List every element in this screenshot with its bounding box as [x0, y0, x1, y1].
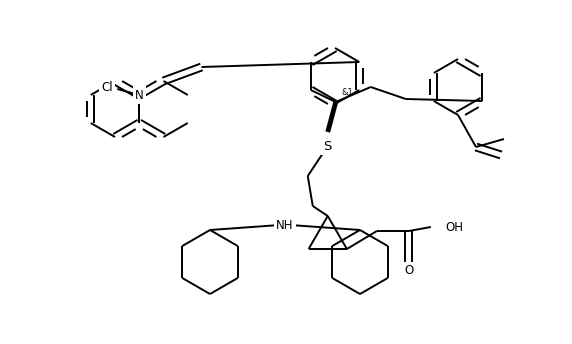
Text: O: O: [404, 265, 414, 278]
Text: NH: NH: [276, 219, 294, 232]
Text: Cl: Cl: [101, 80, 113, 94]
Text: N: N: [135, 88, 144, 101]
Text: S: S: [324, 140, 332, 152]
Text: &1: &1: [342, 87, 353, 97]
Text: OH: OH: [445, 221, 463, 234]
